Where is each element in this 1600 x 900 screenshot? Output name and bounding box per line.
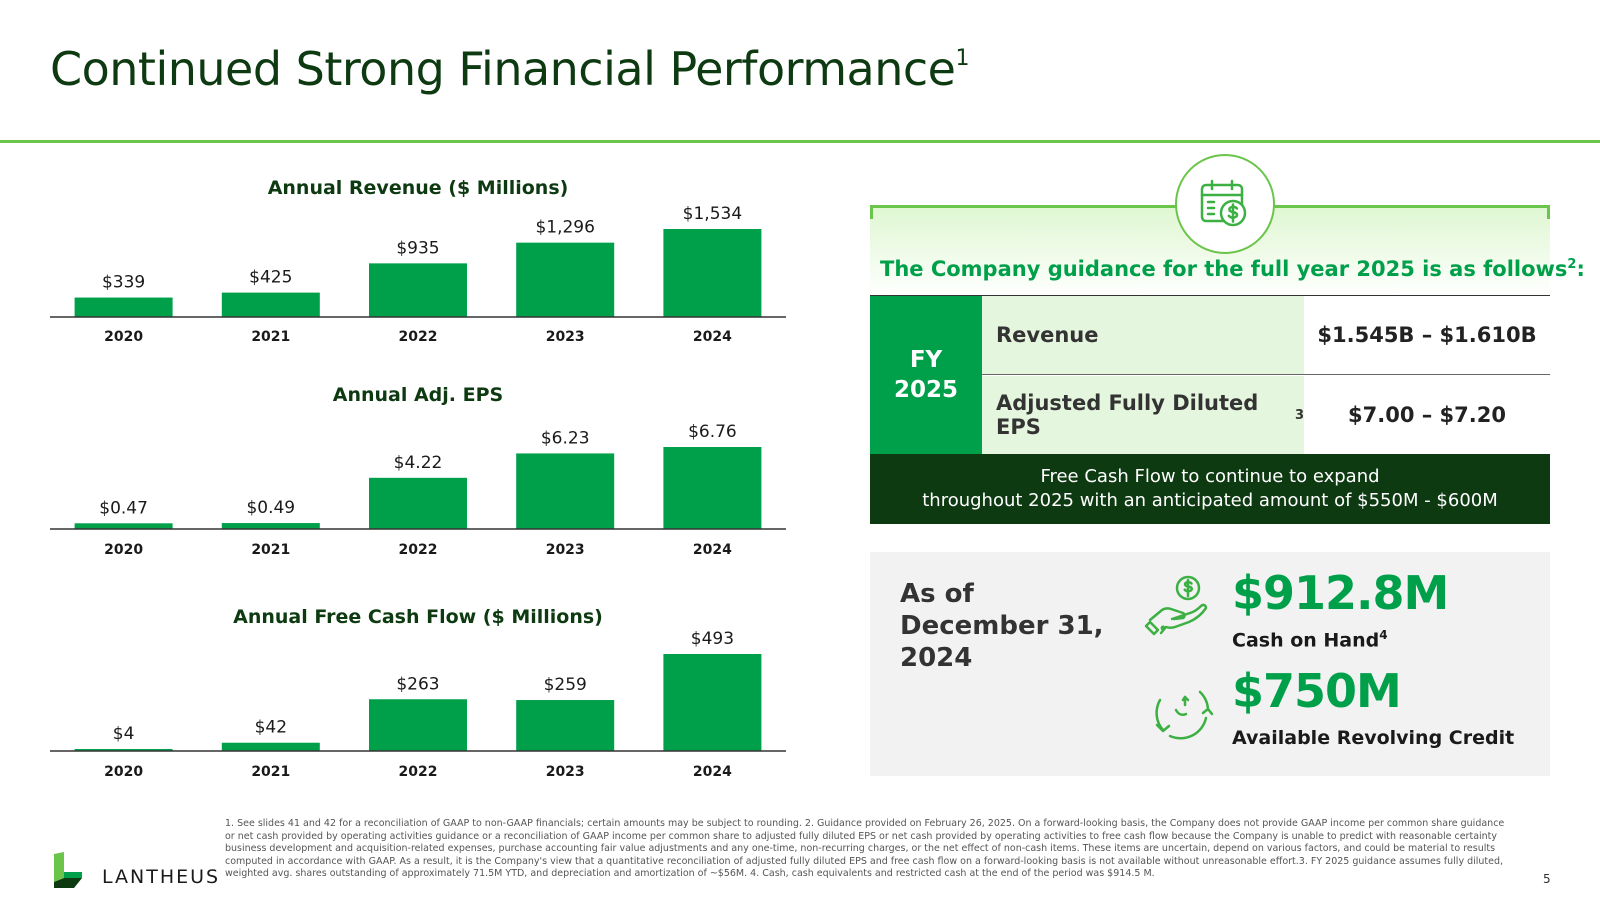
category-label: 2021 (251, 542, 290, 558)
guidance-row-label: Adjusted Fully Diluted EPS 3 (982, 376, 1304, 454)
bar-value-label: $493 (691, 629, 734, 649)
bar-value-label: $42 (255, 718, 287, 738)
cash-panel: As of December 31, 2024 $912.8M Cash on … (870, 552, 1550, 776)
bar (663, 654, 762, 751)
category-label: 2024 (693, 542, 732, 558)
guidance-row-label: Revenue (982, 296, 1304, 374)
bar (516, 700, 615, 751)
bar (221, 292, 320, 317)
page-number: 5 (1543, 872, 1551, 886)
category-label: 2022 (399, 329, 438, 345)
category-label: 2021 (251, 329, 290, 345)
bar-value-label: $259 (544, 675, 587, 695)
category-label: 2020 (104, 542, 143, 558)
bar-value-label: $1,534 (683, 204, 742, 224)
logo-wordmark: LANTHEUS (102, 866, 221, 888)
category-label: 2020 (104, 329, 143, 345)
bar (74, 523, 173, 529)
revolving-credit-label: Available Revolving Credit (1232, 727, 1515, 749)
bar-value-label: $4 (113, 724, 135, 744)
bar-value-label: $339 (102, 273, 145, 293)
eps-chart: Annual Adj. EPS $0.47 2020 $0.49 2021 $4.22 20… (50, 384, 810, 570)
bar (516, 453, 615, 529)
revenue-chart: Annual Revenue ($ Millions) $339 2020 $425 2… (50, 177, 810, 358)
bar-value-label: $935 (396, 238, 439, 258)
bar-value-label: $1,296 (535, 218, 594, 238)
category-label: 2023 (546, 764, 585, 780)
bar (221, 523, 320, 529)
category-label: 2022 (399, 542, 438, 558)
title-divider (0, 140, 1600, 143)
bar-value-label: $6.23 (541, 428, 590, 448)
fy-label: FY 2025 (870, 296, 982, 454)
bar (663, 229, 762, 317)
cash-on-hand-label: Cash on Hand4 (1232, 628, 1388, 652)
guidance-row-value: $1.545B – $1.610B (1304, 296, 1550, 374)
category-label: 2023 (546, 542, 585, 558)
bar (369, 263, 467, 317)
guidance-heading: The Company guidance for the full year 2… (880, 257, 1585, 281)
bar (369, 699, 467, 751)
bar-value-label: $0.47 (99, 498, 148, 518)
hand-dollar-icon (1142, 568, 1222, 648)
fcf-guidance-banner: Free Cash Flow to continue to expand thr… (870, 454, 1550, 524)
chart-title: Annual Revenue ($ Millions) (268, 177, 569, 199)
page-title: Continued Strong Financial Performance1 (50, 42, 969, 96)
as-of-date: As of December 31, 2024 (900, 579, 1104, 673)
category-label: 2024 (693, 329, 732, 345)
guidance-panel: The Company guidance for the full year 2… (870, 154, 1585, 525)
bar-value-label: $425 (249, 268, 292, 288)
cash-on-hand-value: $912.8M (1232, 566, 1449, 620)
revolving-arrows-icon (1146, 670, 1226, 750)
fcf-chart: Annual Free Cash Flow ($ Millions) $4 2020… (50, 606, 810, 792)
bar (221, 742, 320, 751)
footnote: 1. See slides 41 and 42 for a reconcilia… (225, 818, 1505, 880)
bar-value-label: $0.49 (246, 498, 295, 518)
bar (74, 297, 173, 317)
chart-title: Annual Adj. EPS (333, 384, 503, 406)
category-label: 2021 (251, 764, 290, 780)
bar (74, 749, 173, 751)
category-label: 2023 (546, 329, 585, 345)
bar (663, 447, 762, 529)
bar (369, 477, 467, 529)
category-label: 2022 (399, 764, 438, 780)
calendar-dollar-icon (1175, 154, 1275, 254)
bar-value-label: $263 (396, 674, 439, 694)
chart-title: Annual Free Cash Flow ($ Millions) (233, 606, 603, 628)
guidance-rule (870, 295, 1550, 296)
bar (516, 242, 615, 317)
guidance-row-revenue: Revenue $1.545B – $1.610B (982, 296, 1550, 375)
bar-value-label: $4.22 (394, 453, 443, 473)
guidance-row-value: $7.00 – $7.20 (1304, 376, 1550, 454)
category-label: 2020 (104, 764, 143, 780)
lantheus-logo (52, 852, 222, 888)
category-label: 2024 (693, 764, 732, 780)
guidance-row-eps: Adjusted Fully Diluted EPS 3 $7.00 – $7.2… (982, 376, 1550, 454)
bar-value-label: $6.76 (688, 422, 737, 442)
revolving-credit-value: $750M (1232, 664, 1402, 718)
